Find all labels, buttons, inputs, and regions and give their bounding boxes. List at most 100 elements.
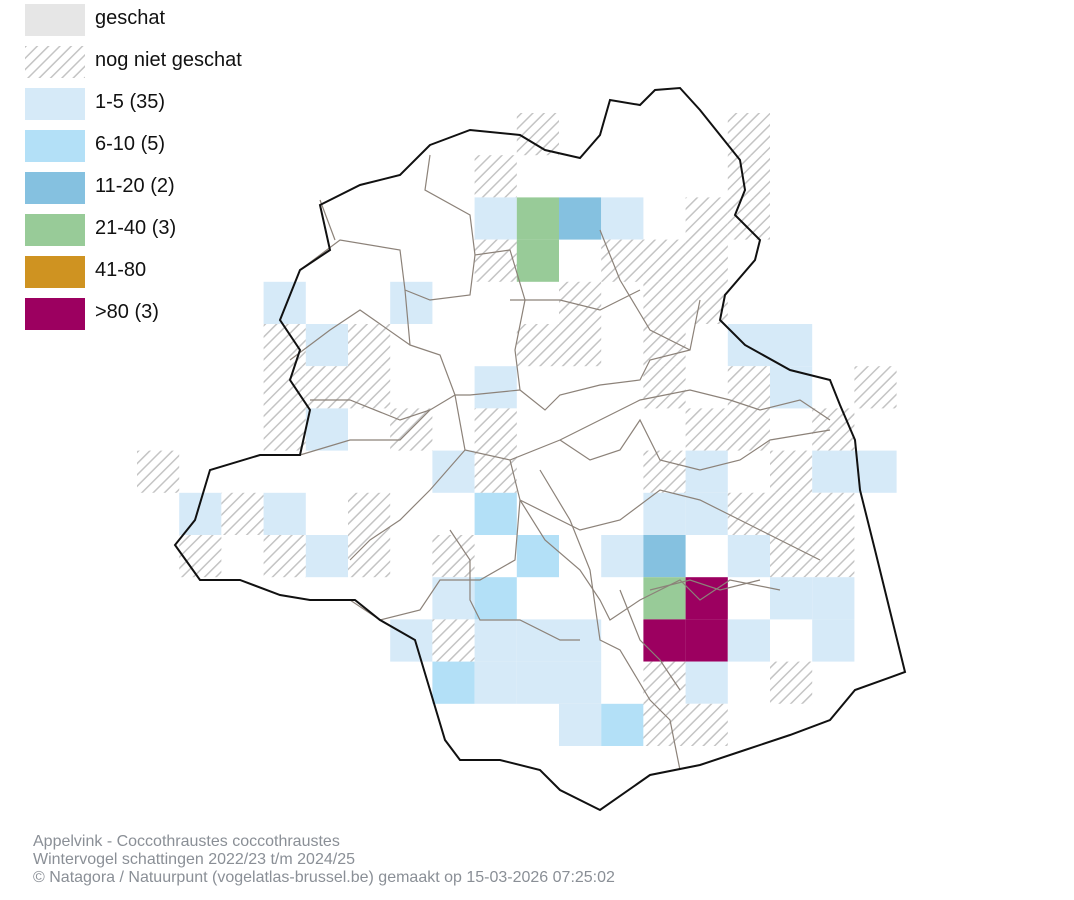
legend-swatch-class-11-20 xyxy=(25,172,85,204)
grid-cell-1-5 xyxy=(812,619,855,662)
grid-cell-not-estimated xyxy=(432,619,475,662)
grid-cell-not-estimated xyxy=(263,324,306,367)
grid-cell-not-estimated xyxy=(685,239,728,282)
grid-cell-1-5 xyxy=(390,281,433,324)
grid-cell-not-estimated xyxy=(263,366,306,409)
grid-cell-1-5 xyxy=(685,661,728,704)
grid-cell-21-40 xyxy=(643,577,686,620)
grid-cell-6-10 xyxy=(601,703,644,746)
grid-cell-not-estimated xyxy=(685,408,728,451)
grid-cell-1-5 xyxy=(770,577,813,620)
legend-swatch-class-1-5 xyxy=(25,88,85,120)
grid-cell-not-estimated xyxy=(770,492,813,535)
grid-cell-not-estimated xyxy=(643,366,686,409)
grid-cell-not-estimated xyxy=(643,239,686,282)
grid-cell-not-estimated xyxy=(432,535,475,578)
grid-cell-1-5 xyxy=(474,366,517,409)
grid-cell-11-20 xyxy=(643,535,686,578)
legend-label: 6-10 (5) xyxy=(95,133,166,155)
grid-cell-not-estimated xyxy=(474,239,517,282)
grid-cell-not-estimated xyxy=(643,703,686,746)
grid-cell-not-estimated xyxy=(643,450,686,493)
grid-cell-6-10 xyxy=(474,577,517,620)
grid-cell-not-estimated xyxy=(727,113,770,156)
grid-cell-1-5 xyxy=(432,577,475,620)
grid-cell-1-5 xyxy=(474,619,517,662)
caption-period: Wintervogel schattingen 2022/23 t/m 2024… xyxy=(33,851,355,868)
legend-label: >80 (3) xyxy=(95,301,159,323)
map-caption: Appelvink - Coccothraustes coccothrauste… xyxy=(33,833,615,887)
grid-cell-1-5 xyxy=(559,703,602,746)
grid-cell-not-estimated xyxy=(137,450,180,493)
grid-cell-80-plus xyxy=(685,577,728,620)
grid-cell-1-5 xyxy=(305,535,348,578)
grid-cell-not-estimated xyxy=(348,492,391,535)
grid-cell-not-estimated xyxy=(559,324,602,367)
legend-swatch-hatched xyxy=(25,46,85,78)
legend-swatch-class-41-80 xyxy=(25,256,85,288)
grid-cell-1-5 xyxy=(263,281,306,324)
grid-cell-21-40 xyxy=(516,239,559,282)
grid-cell-not-estimated xyxy=(727,408,770,451)
legend-label: 41-80 xyxy=(95,259,147,281)
grid-cell-not-estimated xyxy=(179,535,222,578)
commune-borders xyxy=(289,154,831,771)
grid-cell-not-estimated xyxy=(474,450,517,493)
grid-cell-1-5 xyxy=(305,408,348,451)
grid-cell-1-5 xyxy=(727,535,770,578)
grid-cell-1-5 xyxy=(559,661,602,704)
caption-copyright: © Natagora / Natuurpunt (vogelatlas-brus… xyxy=(33,869,615,886)
grid-cell-1-5 xyxy=(770,324,813,367)
grid-cell-not-estimated xyxy=(643,661,686,704)
grid-cell-not-estimated xyxy=(221,492,264,535)
grid-cell-6-10 xyxy=(516,535,559,578)
grid-cell-1-5 xyxy=(685,450,728,493)
grid-cell-1-5 xyxy=(812,450,855,493)
grid-cell-not-estimated xyxy=(854,366,897,409)
grid-cell-not-estimated xyxy=(263,408,306,451)
grid-cell-1-5 xyxy=(812,577,855,620)
legend-swatch-estimated xyxy=(25,4,85,36)
grid-cell-not-estimated xyxy=(348,366,391,409)
grid-cell-6-10 xyxy=(432,661,475,704)
grid-cell-not-estimated xyxy=(516,113,559,156)
grid-cell-1-5 xyxy=(643,492,686,535)
grid-cell-not-estimated xyxy=(516,324,559,367)
grid-cell-80-plus xyxy=(685,619,728,662)
grid-cell-not-estimated xyxy=(559,281,602,324)
grid-cell-not-estimated xyxy=(348,535,391,578)
grid-cell-not-estimated xyxy=(770,535,813,578)
legend-swatch-class-21-40 xyxy=(25,214,85,246)
grid-cell-1-5 xyxy=(390,619,433,662)
grid-cell-not-estimated xyxy=(474,408,517,451)
grid-cell-not-estimated xyxy=(727,366,770,409)
grid-cell-not-estimated xyxy=(643,281,686,324)
legend-label: 21-40 (3) xyxy=(95,217,177,239)
grid-cell-1-5 xyxy=(516,619,559,662)
grid-cell-1-5 xyxy=(516,661,559,704)
brussels-region-boundary xyxy=(173,86,907,812)
grid-cell-21-40 xyxy=(516,197,559,240)
grid-cell-not-estimated xyxy=(685,703,728,746)
grid-cell-not-estimated xyxy=(601,239,644,282)
legend-label: 1-5 (35) xyxy=(95,91,166,113)
grid-cell-not-estimated xyxy=(812,408,855,451)
grid-cell-not-estimated xyxy=(812,492,855,535)
grid-cell-not-estimated xyxy=(727,492,770,535)
grid-cell-not-estimated xyxy=(770,661,813,704)
grid-cell-1-5 xyxy=(474,661,517,704)
caption-species: Appelvink - Coccothraustes coccothrauste… xyxy=(33,833,340,850)
grid-cell-6-10 xyxy=(474,492,517,535)
legend-swatch-class-80-plus xyxy=(25,298,85,330)
legend-swatch-class-6-10 xyxy=(25,130,85,162)
grid-cell-not-estimated xyxy=(770,450,813,493)
grid-cell-not-estimated xyxy=(812,535,855,578)
grid-cell-not-estimated xyxy=(643,324,686,367)
grid-cell-1-5 xyxy=(432,450,475,493)
grid-cells xyxy=(137,113,897,746)
grid-cell-not-estimated xyxy=(348,324,391,367)
legend-label: nog niet geschat xyxy=(95,49,242,71)
legend-label: geschat xyxy=(95,7,166,29)
grid-cell-not-estimated xyxy=(727,155,770,198)
